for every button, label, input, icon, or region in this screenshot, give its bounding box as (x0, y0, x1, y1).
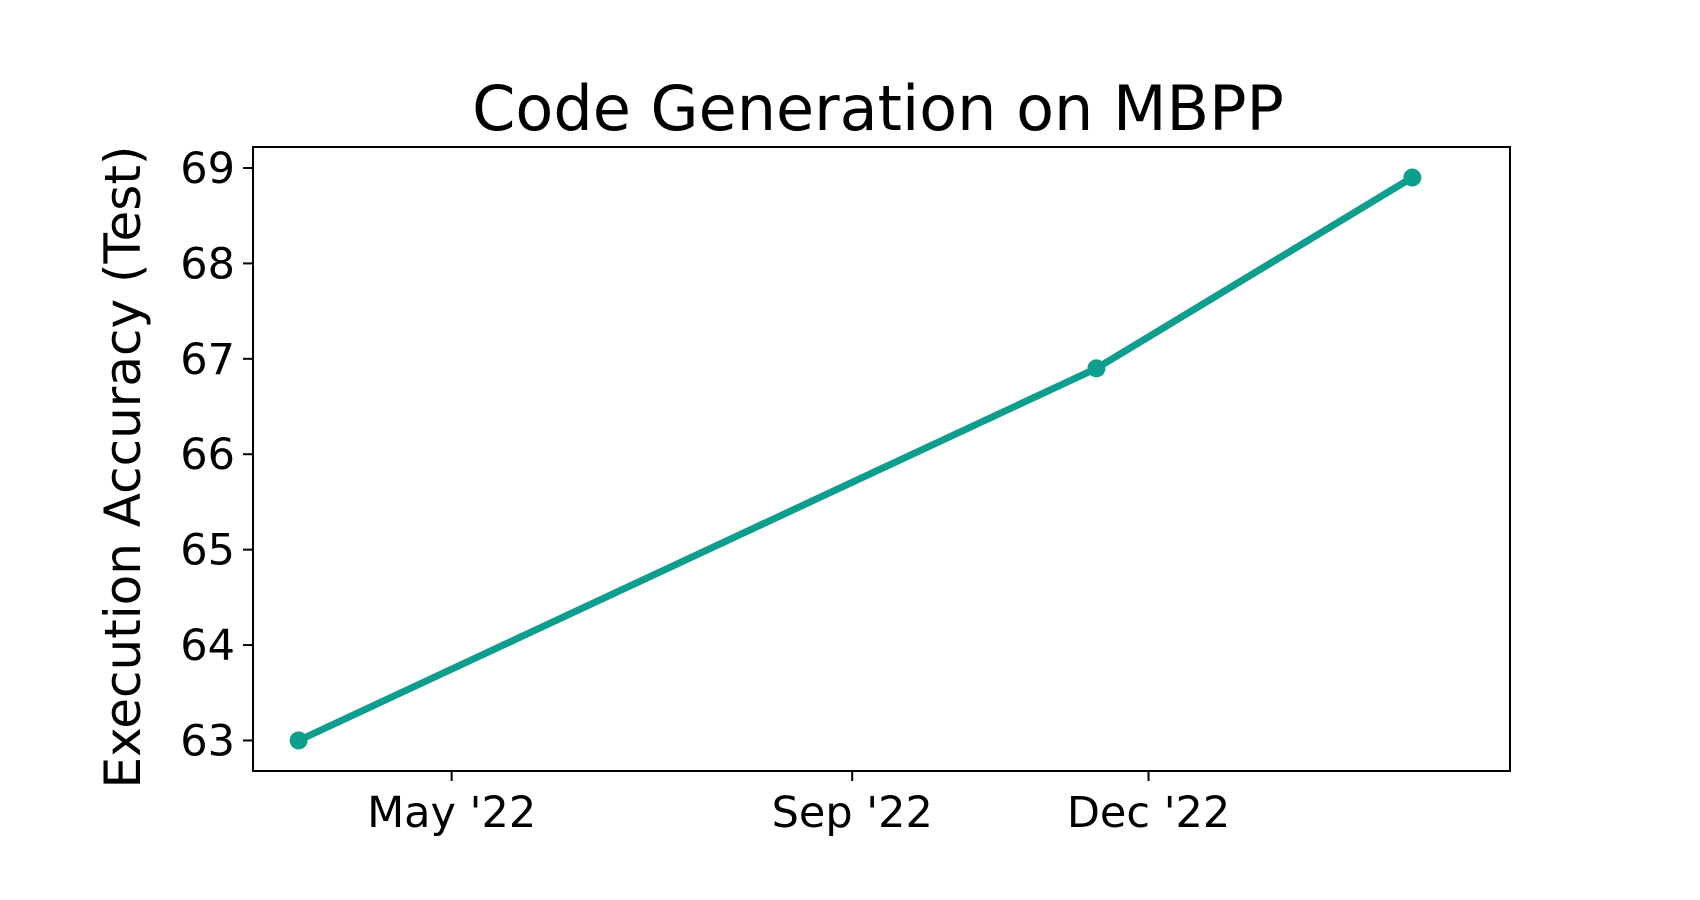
series-line (295, 174, 1416, 744)
x-tick-label: Dec '22 (1067, 788, 1230, 838)
y-axis-ticks: 63 64 65 66 67 68 69 (180, 144, 253, 766)
y-tick-label: 67 (180, 335, 235, 385)
data-point (1403, 168, 1422, 187)
y-tick-label: 65 (180, 526, 235, 576)
chart-title: Code Generation on MBPP (472, 72, 1284, 145)
plot-area (252, 146, 1511, 772)
y-tick-label: 66 (180, 430, 235, 480)
y-tick-label: 63 (180, 716, 235, 766)
x-axis-ticks: May '22 Sep '22 Dec '22 (367, 771, 1230, 838)
x-tick-label: Sep '22 (772, 788, 933, 838)
y-tick-label: 64 (180, 621, 235, 671)
x-tick-label: May '22 (367, 788, 536, 838)
data-point (1087, 359, 1106, 378)
series-group (289, 168, 1422, 750)
y-tick-label: 69 (180, 144, 235, 194)
y-tick-label: 68 (180, 239, 235, 289)
y-axis-label: Execution Accuracy (Test) (94, 146, 152, 789)
data-point (289, 731, 308, 750)
